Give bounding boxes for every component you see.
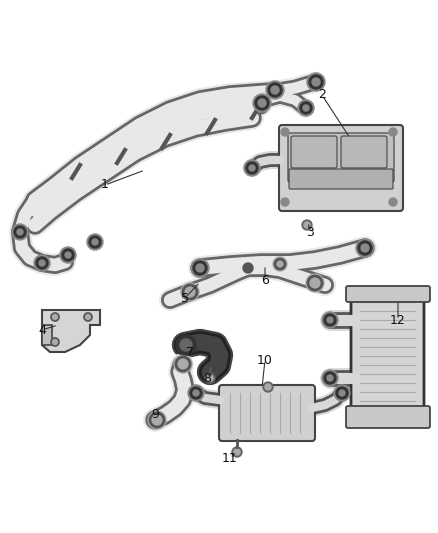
Circle shape [84,313,92,321]
Circle shape [234,449,240,455]
Circle shape [17,229,23,235]
FancyBboxPatch shape [219,385,315,441]
Polygon shape [42,310,100,352]
Circle shape [322,312,338,328]
Text: 2: 2 [318,88,326,101]
Circle shape [306,274,324,292]
Circle shape [12,224,28,240]
Circle shape [232,447,242,457]
Polygon shape [42,325,52,345]
Text: 9: 9 [151,408,159,422]
FancyBboxPatch shape [279,125,403,211]
Circle shape [87,234,103,250]
Circle shape [180,339,192,351]
Circle shape [336,387,348,399]
FancyBboxPatch shape [291,136,337,168]
Circle shape [65,252,71,258]
Circle shape [327,317,333,323]
Circle shape [244,160,260,176]
Circle shape [268,83,282,97]
Circle shape [249,165,255,171]
Text: 12: 12 [390,313,406,327]
Text: 1: 1 [101,179,109,191]
Circle shape [181,283,199,301]
Circle shape [300,102,312,114]
Circle shape [39,260,45,266]
Circle shape [34,255,50,271]
Circle shape [339,390,345,396]
Circle shape [281,128,289,136]
Text: 5: 5 [181,292,189,304]
Circle shape [193,261,207,275]
Text: 10: 10 [257,353,273,367]
Circle shape [191,259,209,277]
Circle shape [14,226,26,238]
Circle shape [174,355,192,373]
Circle shape [243,263,253,273]
Circle shape [148,411,166,429]
Circle shape [389,128,397,136]
Text: 3: 3 [306,225,314,238]
FancyBboxPatch shape [346,286,430,302]
Circle shape [188,385,204,401]
Circle shape [60,247,76,263]
Circle shape [307,73,325,91]
Circle shape [324,314,336,326]
Circle shape [389,198,397,206]
FancyBboxPatch shape [288,133,394,182]
Circle shape [273,257,287,271]
Circle shape [51,338,59,346]
Circle shape [258,99,266,107]
Circle shape [334,385,350,401]
Circle shape [196,264,204,272]
Text: 4: 4 [38,324,46,336]
Circle shape [303,105,309,111]
Circle shape [176,335,196,355]
FancyBboxPatch shape [289,169,393,189]
Circle shape [309,75,323,89]
Circle shape [322,370,338,386]
FancyBboxPatch shape [341,136,387,168]
Circle shape [361,244,369,252]
Circle shape [190,387,202,399]
Circle shape [324,372,336,384]
Circle shape [356,239,374,257]
Circle shape [89,236,101,248]
Circle shape [263,382,273,392]
Circle shape [51,313,59,321]
Circle shape [281,198,289,206]
Text: 7: 7 [186,345,194,359]
Circle shape [253,94,271,112]
Text: 8: 8 [203,372,211,384]
Circle shape [266,81,284,99]
Circle shape [255,96,269,110]
Circle shape [312,78,320,86]
Circle shape [302,220,312,230]
Circle shape [36,257,48,269]
Circle shape [265,384,271,390]
Circle shape [193,390,199,396]
Circle shape [271,86,279,94]
Circle shape [358,241,372,255]
Text: 11: 11 [222,451,238,464]
Circle shape [62,249,74,261]
Circle shape [246,162,258,174]
Text: 6: 6 [261,273,269,287]
FancyBboxPatch shape [351,291,424,414]
Circle shape [327,375,333,381]
Circle shape [304,222,310,228]
Circle shape [298,100,314,116]
Circle shape [207,375,213,381]
Circle shape [205,373,215,383]
Circle shape [92,239,98,245]
FancyBboxPatch shape [346,406,430,428]
